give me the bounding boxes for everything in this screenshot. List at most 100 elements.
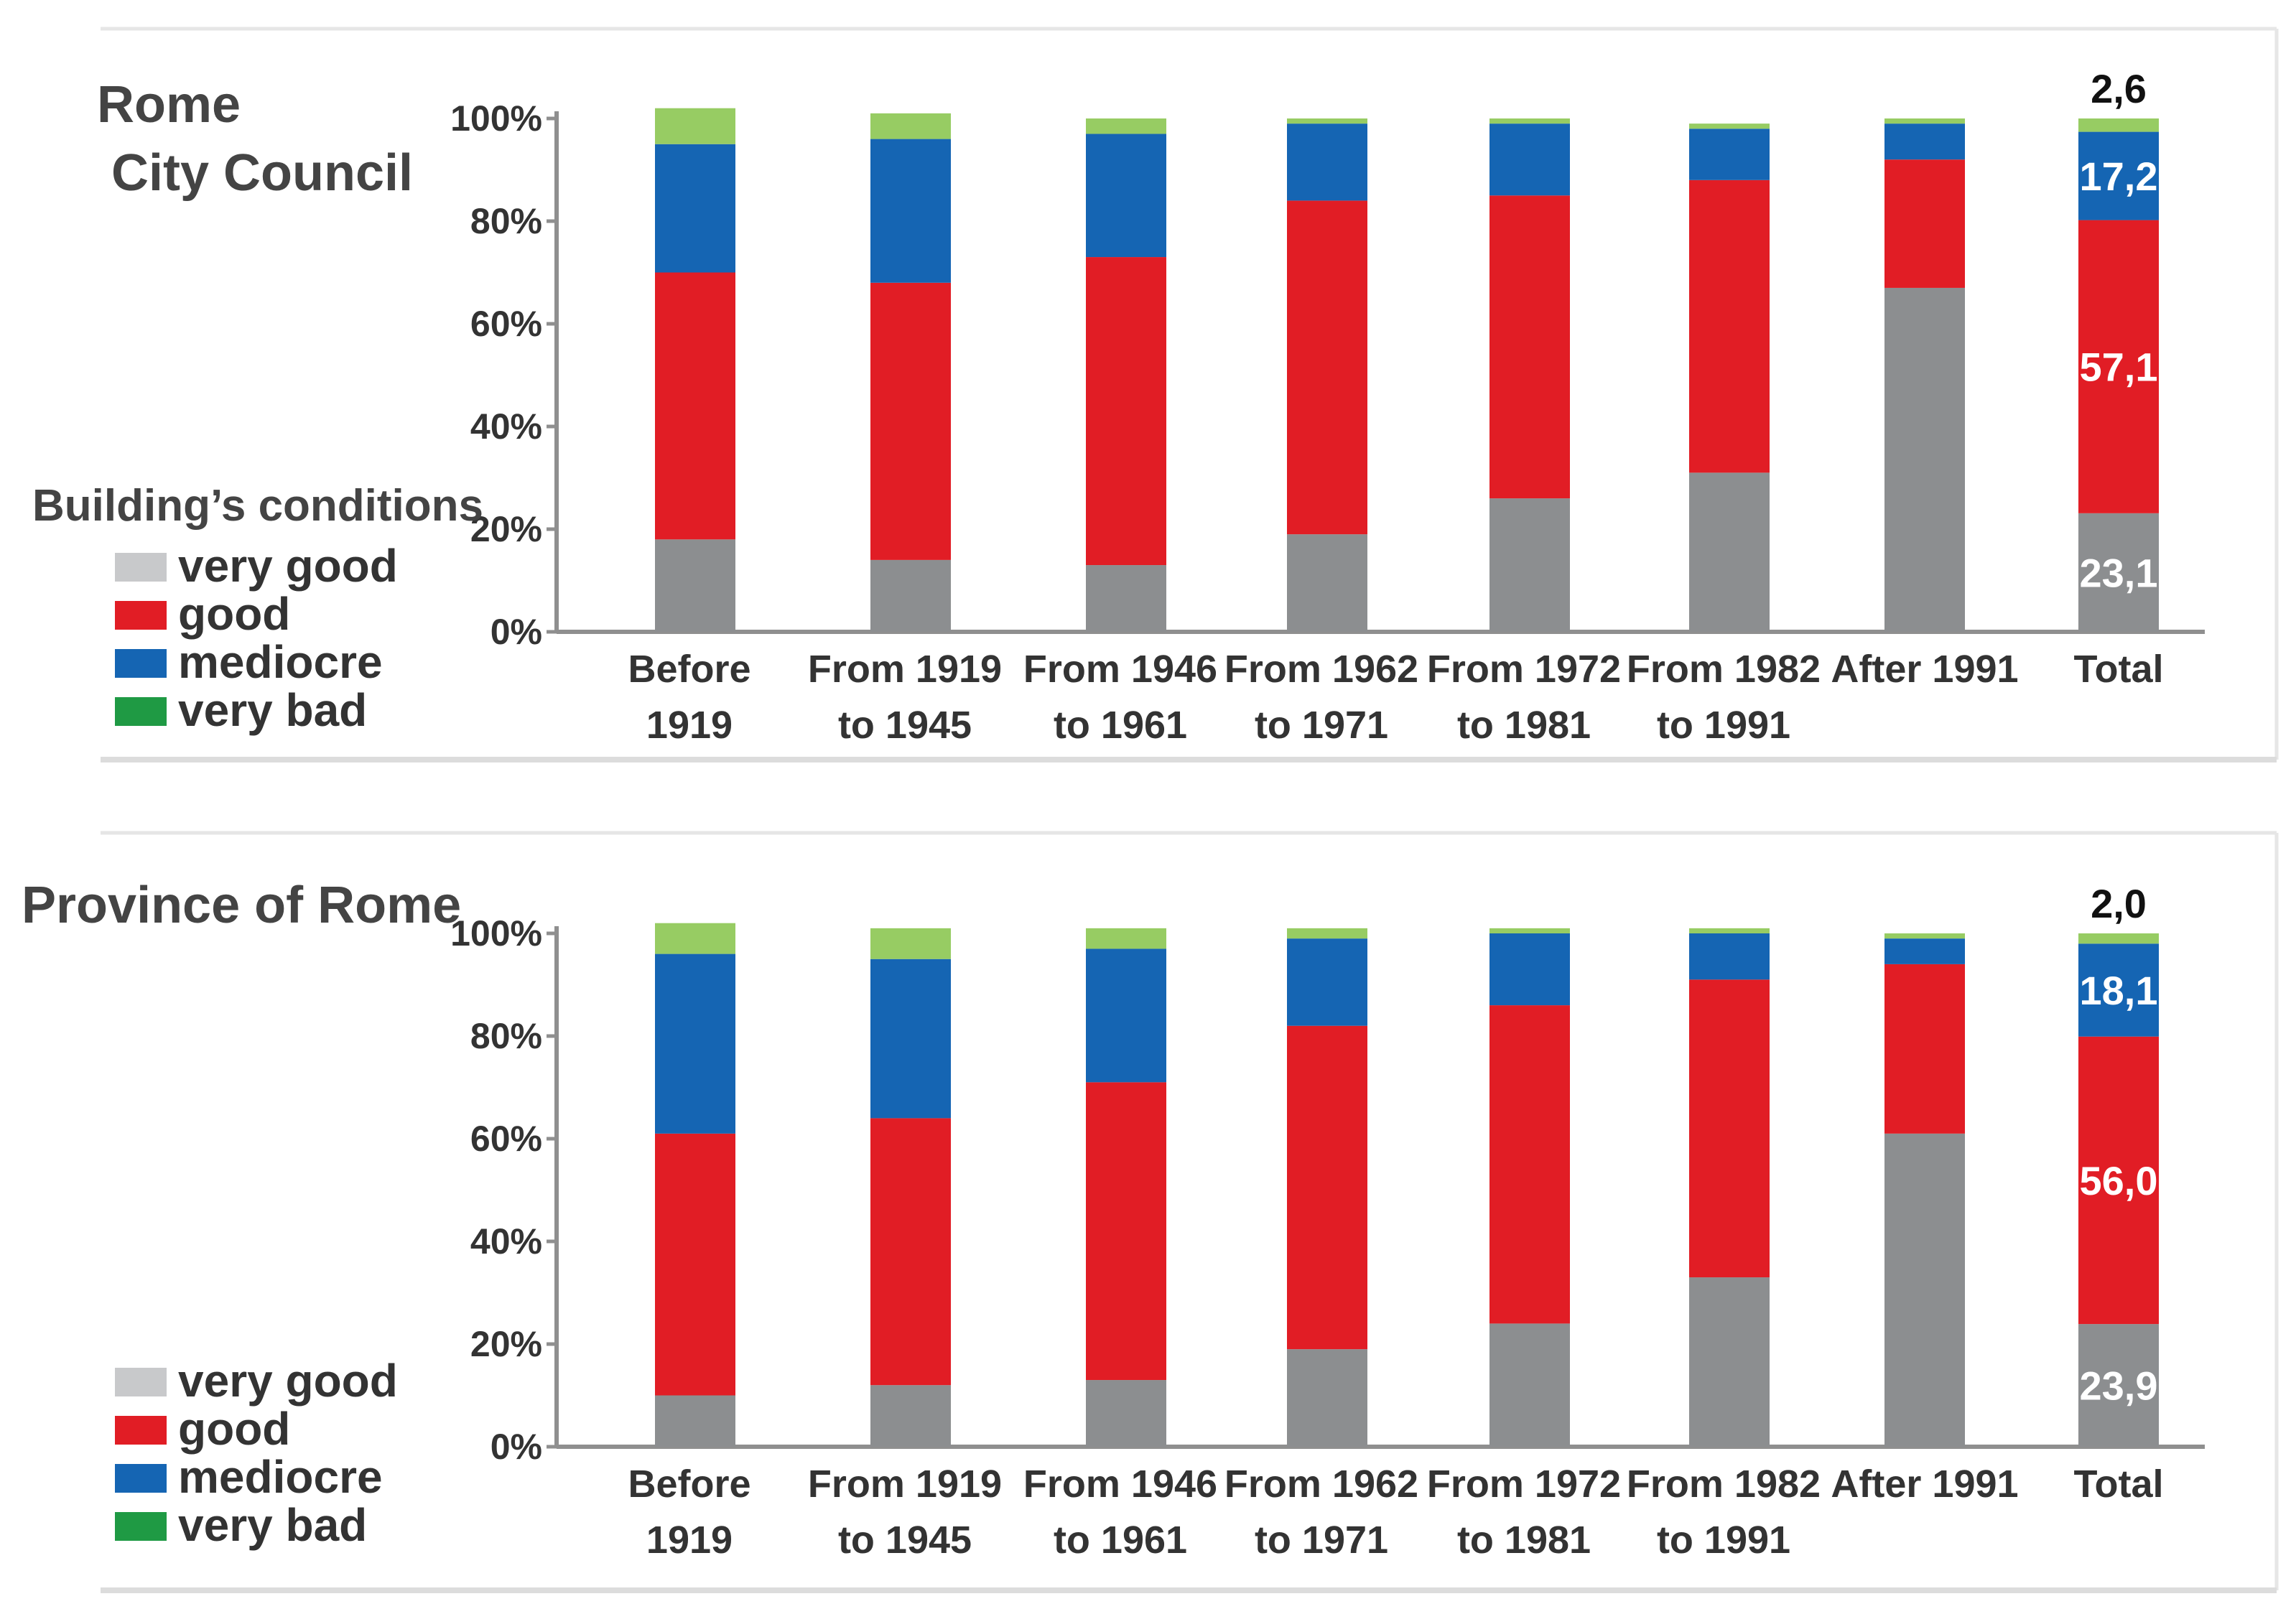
x-category-label: From 1972 (1427, 1463, 1621, 1506)
bar-stack: 23,1 57,1 17,2 2,6 (2078, 66, 2159, 632)
bar-stack (870, 928, 951, 1447)
bar-segment-good (1689, 979, 1770, 1278)
bar-segment-very-bad (1689, 928, 1770, 933)
data-label-very-good: 23,9 (2080, 1363, 2158, 1409)
bar-segment-good (1489, 1005, 1570, 1324)
legend-label-very-bad: very bad (178, 1499, 367, 1551)
y-tick-label: 0% (491, 1427, 542, 1467)
x-category-label: From 1919 (808, 648, 1002, 691)
bar-stack (655, 923, 735, 1447)
bar-stack (1689, 928, 1770, 1447)
bar-segment-mediocre (655, 144, 735, 273)
bar-segment-good (1287, 200, 1367, 535)
bar-segment-mediocre (1489, 123, 1570, 196)
bar-segment-very-bad (655, 108, 735, 144)
data-label-mediocre: 18,1 (2080, 968, 2158, 1013)
bar-segment-mediocre (870, 139, 951, 283)
x-category-label: to 1981 (1457, 1519, 1591, 1562)
bar-segment-very-bad (2078, 933, 2159, 944)
bar-segment-very-bad (1489, 118, 1570, 124)
x-category-label: to 1961 (1054, 1519, 1187, 1562)
data-label-very-bad: 2,6 (2091, 66, 2147, 111)
panel-title-line: City Council (111, 144, 413, 202)
bar-segment-mediocre (1086, 948, 1166, 1083)
x-category-label: After 1991 (1831, 648, 2018, 691)
legend-swatch-very-bad (115, 1512, 167, 1541)
x-category-label: Total (2074, 1463, 2164, 1506)
bar-segment-good (2078, 1036, 2159, 1325)
legend-label-good: good (178, 1403, 290, 1455)
x-category-label: to 1981 (1457, 704, 1591, 747)
bar-segment-mediocre (655, 953, 735, 1134)
bar-stack (1287, 928, 1367, 1447)
bar-segment-very-good (1086, 565, 1166, 632)
bar-segment-mediocre (2078, 943, 2159, 1037)
bar-segment-very-good (1489, 498, 1570, 632)
bar-segment-good (2078, 220, 2159, 513)
y-tick-label: 60% (470, 1119, 542, 1159)
legend-swatch-good (115, 601, 167, 630)
bar-segment-very-good (1689, 1277, 1770, 1447)
legend-swatch-very-good (115, 553, 167, 582)
bar-segment-good (1086, 1082, 1166, 1381)
legend-label-good: good (178, 588, 290, 640)
bar-segment-very-good (655, 1395, 735, 1447)
bar-segment-good (870, 1118, 951, 1386)
bar-segment-very-bad (1689, 123, 1770, 129)
bar-stack (1489, 928, 1570, 1447)
legend: Building’s conditions very goodgoodmedioc… (32, 481, 483, 736)
bar-segment-very-good (2078, 1324, 2159, 1447)
legend-title: Building’s conditions (32, 481, 483, 531)
bar-segment-good (655, 272, 735, 540)
bar-segment-mediocre (1884, 123, 1965, 160)
bar-segment-good (1884, 964, 1965, 1134)
x-category-label: From 1962 (1224, 648, 1418, 691)
bar-segment-very-bad (1086, 118, 1166, 134)
bar-stack (870, 113, 951, 632)
x-category-label: From 1982 (1627, 648, 1821, 691)
x-category-label: to 1991 (1657, 1519, 1790, 1562)
bar-segment-very-bad (870, 928, 951, 959)
x-category-label: to 1971 (1255, 704, 1388, 747)
bar-segment-very-good (655, 539, 735, 632)
bar-segment-very-bad (655, 923, 735, 954)
bar-segment-very-good (1086, 1380, 1166, 1447)
data-label-good: 57,1 (2080, 345, 2158, 390)
y-tick-label: 20% (470, 1324, 542, 1364)
bar-segment-very-bad (1884, 118, 1965, 124)
y-tick-label: 40% (470, 406, 542, 447)
bar-segment-very-bad (1287, 928, 1367, 939)
bar-segment-very-good (2078, 513, 2159, 632)
legend-swatch-very-good (115, 1368, 167, 1396)
x-category-label: From 1962 (1224, 1463, 1418, 1506)
x-category-label: to 1945 (838, 704, 972, 747)
bar-segment-mediocre (1884, 938, 1965, 964)
bar-segment-very-good (1489, 1323, 1570, 1447)
bar-segment-mediocre (1489, 933, 1570, 1006)
bar-segment-very-bad (1884, 933, 1965, 939)
legend-label-very-good: very good (178, 540, 398, 592)
bar-segment-mediocre (1086, 134, 1166, 258)
panel-title-line: Province of Rome (22, 877, 461, 934)
bar-segment-very-good (1884, 1133, 1965, 1447)
x-category-label: 1919 (646, 704, 733, 747)
bar-segment-very-bad (1489, 928, 1570, 933)
bar-segment-good (1884, 159, 1965, 288)
legend-label-mediocre: mediocre (178, 636, 383, 688)
bar-segment-very-good (1689, 472, 1770, 632)
x-category-label: Before (628, 1463, 750, 1506)
bar-segment-very-good (1884, 287, 1965, 632)
data-label-good: 56,0 (2080, 1158, 2158, 1203)
legend-swatch-good (115, 1416, 167, 1445)
x-category-label: 1919 (646, 1519, 733, 1562)
bar-segment-very-bad (1086, 928, 1166, 949)
bar-segment-mediocre (1689, 933, 1770, 980)
bar-segment-mediocre (870, 959, 951, 1119)
bar-stack (1287, 118, 1367, 632)
bar-stack (1689, 123, 1770, 632)
legend-swatch-very-bad (115, 697, 167, 726)
bar-stack (1086, 118, 1166, 632)
bar-segment-very-good (1287, 1349, 1367, 1447)
bar-segment-very-bad (2078, 118, 2159, 132)
